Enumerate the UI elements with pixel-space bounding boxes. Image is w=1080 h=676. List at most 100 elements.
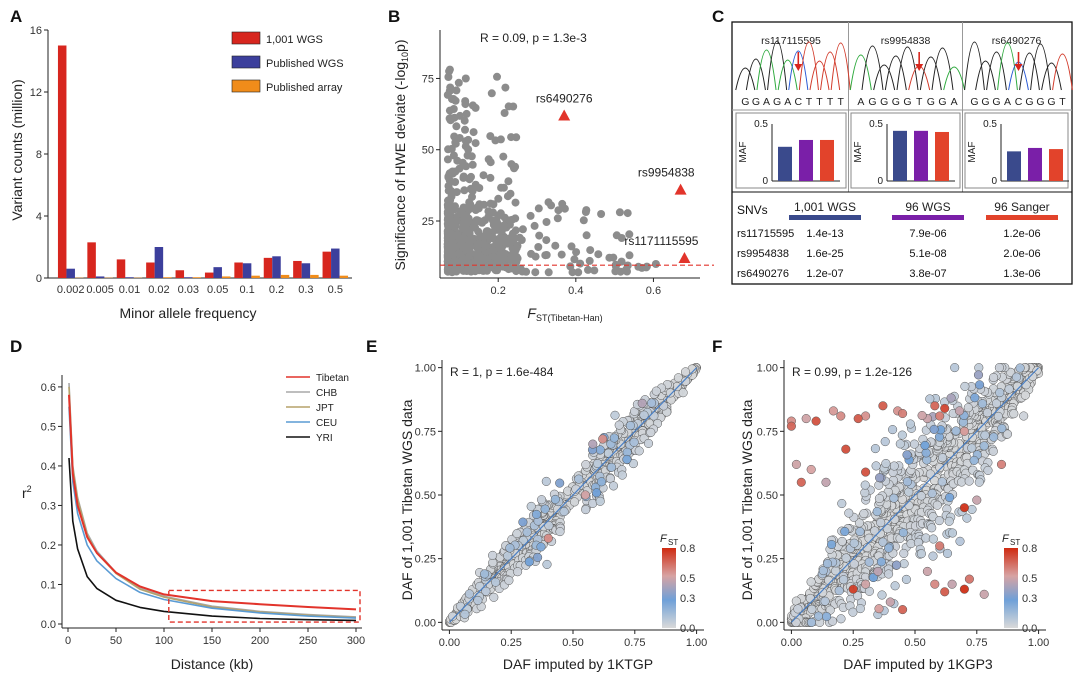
panel-d-xtick-label: 200 — [251, 635, 269, 647]
panel-b-plot: 25 50 75 0.2 0.4 0.6 rs6490276 rs9954838 rs11711… — [422, 30, 714, 297]
panel-e-point — [555, 527, 565, 537]
panel-f-plot: 0.00 0.25 0.50 0.75 1.00 0.00 0.25 0.50 0.75 1.00… — [757, 360, 1049, 649]
panel-e-point — [665, 388, 675, 398]
panel-c-maf-bar — [914, 130, 928, 181]
panel-e-ytick-label: 0.75 — [415, 426, 436, 438]
panel-c-base-letter: G — [970, 96, 978, 108]
panel-f-point — [849, 538, 859, 548]
panel-f-point — [1004, 384, 1014, 394]
panel-e-point — [536, 542, 546, 552]
panel-f-point — [895, 439, 905, 449]
panel-c-base-letter: G — [927, 96, 935, 108]
panel-f-point — [975, 380, 985, 390]
panel-c-base-letter: G — [1036, 96, 1044, 108]
panel-e-point — [526, 501, 536, 511]
panel-c-maf-tick: 0.5 — [983, 119, 997, 130]
panel-f-colorbar-title: F — [1002, 533, 1010, 545]
panel-d-xtick-label: 250 — [299, 635, 317, 647]
panel-b-point — [452, 86, 461, 95]
panel-a-legend-swatch — [231, 31, 261, 45]
panel-e-point — [606, 462, 617, 472]
panel-e-point — [505, 543, 515, 553]
panel-b-point — [495, 244, 504, 253]
panel-f-point — [844, 508, 854, 518]
panel-e-point — [629, 437, 639, 447]
panel-f-xtick-label: 1.00 — [1028, 637, 1049, 649]
panel-b-point — [459, 203, 468, 212]
panel-f-point — [940, 403, 950, 413]
panel-f-point — [876, 518, 886, 528]
panel-c-base-letter: G — [868, 96, 876, 108]
panel-b-point — [501, 83, 510, 92]
panel-f-colorbar-tick: 0.8 — [1022, 543, 1037, 555]
panel-e-point — [603, 448, 614, 458]
panel-f-point — [813, 611, 824, 621]
panel-b-point — [581, 208, 590, 216]
panel-e-point — [634, 446, 644, 456]
panel-c-table-cell: 1.4e-13 — [806, 228, 843, 240]
panel-b-point — [567, 242, 576, 251]
panel-f-point — [905, 419, 915, 429]
panel-d-xtick-label: 150 — [203, 635, 221, 647]
panel-e-point — [571, 484, 581, 494]
panel-c-table-cell: 7.9e-06 — [909, 228, 946, 240]
panel-f-point — [902, 450, 912, 460]
panel-f-point — [947, 528, 958, 538]
panel-e-point — [504, 575, 514, 585]
panel-f-point — [874, 604, 884, 614]
panel-b-point — [535, 231, 544, 240]
panel-f-point — [993, 411, 1003, 421]
panel-c-base-letter: G — [741, 96, 749, 108]
panel-b-point — [585, 256, 594, 265]
panel-f-point — [947, 579, 957, 589]
panel-c-trace-peak — [884, 55, 907, 91]
panel-b-point — [449, 105, 458, 113]
panel-b-point — [475, 262, 484, 271]
panel-a-xtick-label: 0.2 — [269, 284, 284, 296]
panel-a-bar — [322, 251, 332, 278]
panel-f-point — [897, 430, 907, 440]
panel-f-point — [855, 527, 865, 537]
panel-a-ytick-label: 4 — [36, 211, 42, 223]
panel-e-point — [555, 478, 565, 488]
panel-a-bar — [331, 248, 340, 278]
panel-f-point — [878, 401, 888, 411]
panel-c-base-letter: G — [773, 96, 781, 108]
panel-f-point — [873, 566, 883, 576]
panel-c-maf-bar — [1049, 149, 1063, 181]
panel-b-point — [463, 259, 472, 268]
panel-f-point — [917, 410, 927, 421]
panel-b-point — [499, 152, 508, 161]
panel-f-point — [889, 493, 899, 503]
panel-f-xtick-label: 0.00 — [781, 637, 802, 649]
panel-f-point — [945, 492, 955, 503]
panel-e-point — [596, 477, 607, 487]
panel-c-table-cell: 2.0e-06 — [1003, 248, 1040, 260]
panel-f-point — [920, 440, 930, 450]
panel-b-point — [634, 262, 643, 271]
panel-d-xtick-label: 50 — [110, 635, 122, 647]
panel-f-point — [959, 584, 969, 594]
panel-a-bar — [57, 45, 67, 278]
panel-b-point — [484, 155, 493, 164]
panel-d-xtick-label: 0 — [65, 635, 71, 647]
panel-b-point — [499, 234, 507, 243]
panel-e-plot: 0.00 0.25 0.50 0.75 1.00 0.00 0.25 0.50 0.75 1.00… — [415, 360, 707, 649]
panel-f-point — [980, 430, 990, 440]
panel-b-point — [508, 229, 517, 238]
panel-e-xlabel: DAF imputed by 1KTGP — [503, 656, 653, 672]
panel-e-ylabel: DAF of 1,001 Tibetan WGS data — [399, 399, 415, 600]
panel-b-point — [446, 115, 455, 124]
panel-b-point — [553, 214, 562, 223]
panel-b-point — [445, 65, 454, 74]
panel-e-point — [588, 439, 598, 449]
panel-b-point — [541, 251, 550, 260]
panel-f-point — [904, 500, 914, 511]
panel-a-bar — [339, 275, 349, 278]
panel-f-colorbar-tick: 0.0 — [1022, 623, 1037, 635]
panel-f-ytick-label: 0.25 — [757, 554, 778, 566]
panel-f-point — [935, 462, 945, 473]
panel-c-base-letter: A — [763, 96, 770, 108]
panel-b-point — [445, 169, 454, 178]
